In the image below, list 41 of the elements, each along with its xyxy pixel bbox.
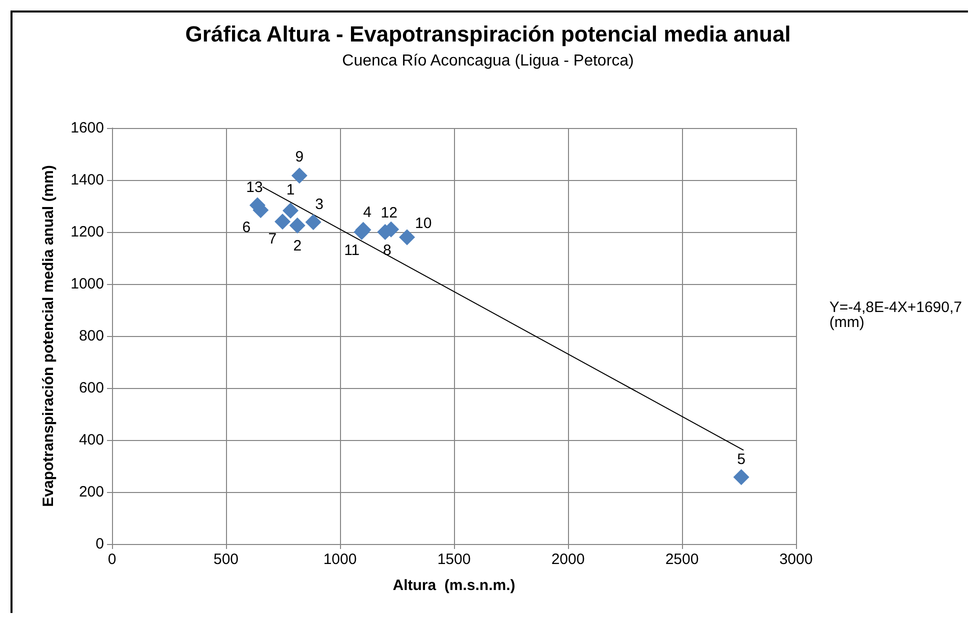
annotation: 11 — [344, 242, 360, 259]
y-tick-label: 800 — [78, 328, 104, 344]
y-tick-label: 1200 — [70, 224, 104, 240]
annotation: 13 — [246, 179, 263, 196]
annotation: 6 — [242, 219, 251, 236]
point — [733, 469, 750, 486]
point — [282, 202, 299, 219]
y-tick-label: 400 — [78, 432, 104, 448]
y-tick-label: 600 — [78, 380, 104, 396]
y-tick-label: 200 — [78, 484, 104, 500]
x-tick-label: 500 — [213, 551, 239, 568]
y-tick-label: 1600 — [70, 120, 104, 136]
annotation: 2 — [293, 238, 302, 254]
point — [289, 218, 306, 234]
y-tick-label: 0 — [96, 536, 104, 552]
chart-title: Gráfica Altura - Evapotranspiración potencial media anual — [185, 22, 791, 46]
point — [399, 229, 416, 246]
x-axis-title: Altura (m.s.n.m.) — [392, 577, 516, 594]
point — [291, 168, 308, 184]
y-tick-label: 1400 — [70, 172, 104, 188]
x-tick-label: 3000 — [779, 551, 813, 568]
point — [274, 214, 291, 230]
annotation: 7 — [268, 230, 277, 248]
annotation: 5 — [737, 451, 746, 468]
annotation: 1 — [286, 182, 295, 199]
x-tick-label: 2500 — [665, 551, 699, 568]
y-tick-label: 1000 — [70, 276, 104, 292]
x-tick-label: 1000 — [323, 551, 357, 568]
x-tick-label: 0 — [108, 551, 116, 568]
point — [305, 214, 322, 230]
annotation: 4 — [363, 204, 372, 221]
y-axis-title: Evapotranspiración potencial media anual (mm) — [40, 165, 57, 507]
chart-subtitle: Cuenca Río Aconcagua (Ligua - Petorca) — [342, 52, 634, 70]
text: Y=-4,8E-4X+1690,7 (mm) — [829, 299, 962, 331]
x-tick-label: 1500 — [437, 551, 471, 568]
annotation: 3 — [315, 196, 324, 214]
x-tick-label: 2000 — [551, 551, 585, 568]
annotation: 8 — [382, 242, 392, 259]
annotation: 12 — [380, 204, 398, 222]
annotation: 9 — [295, 148, 304, 166]
annotation: 10 — [415, 215, 432, 232]
